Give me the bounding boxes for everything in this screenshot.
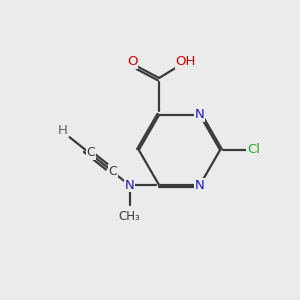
Text: H: H (58, 124, 68, 137)
Text: N: N (195, 179, 205, 192)
Text: C: C (109, 165, 117, 178)
Text: N: N (195, 108, 205, 121)
Text: N: N (125, 179, 135, 192)
Text: OH: OH (176, 55, 196, 68)
Text: C: C (86, 146, 95, 159)
Text: CH₃: CH₃ (119, 210, 141, 223)
Text: O: O (127, 55, 137, 68)
Text: Cl: Cl (247, 143, 260, 157)
